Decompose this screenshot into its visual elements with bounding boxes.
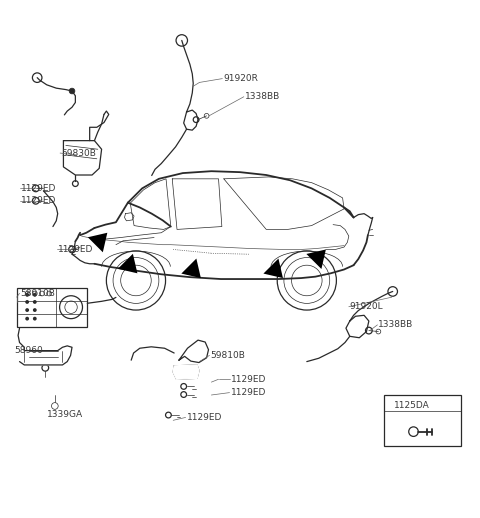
Polygon shape: [181, 258, 201, 278]
Text: 91920L: 91920L: [350, 302, 384, 311]
Text: 59830B: 59830B: [61, 149, 96, 157]
Text: 1338BB: 1338BB: [378, 320, 414, 329]
Text: 1129ED: 1129ED: [230, 388, 266, 397]
Text: 1129ED: 1129ED: [21, 184, 56, 193]
Text: 1129ED: 1129ED: [187, 413, 222, 422]
Circle shape: [25, 293, 29, 297]
Circle shape: [25, 300, 29, 304]
Polygon shape: [173, 365, 199, 379]
Polygon shape: [88, 233, 108, 252]
Text: 1338BB: 1338BB: [245, 92, 280, 101]
Circle shape: [33, 293, 36, 297]
Circle shape: [33, 300, 36, 304]
Circle shape: [69, 88, 75, 94]
Circle shape: [25, 316, 29, 321]
Polygon shape: [18, 328, 72, 365]
FancyBboxPatch shape: [384, 395, 461, 446]
Text: 58910B: 58910B: [21, 289, 55, 298]
Text: 1339GA: 1339GA: [47, 410, 83, 419]
Polygon shape: [306, 250, 326, 269]
Text: 58960: 58960: [15, 346, 44, 355]
Text: 91920R: 91920R: [223, 74, 258, 83]
Text: 59810B: 59810B: [210, 351, 245, 360]
Circle shape: [33, 316, 36, 321]
Text: 1129ED: 1129ED: [58, 245, 93, 254]
Polygon shape: [264, 258, 283, 278]
FancyBboxPatch shape: [17, 287, 87, 327]
Text: 1129ED: 1129ED: [21, 196, 56, 205]
Circle shape: [25, 308, 29, 312]
Circle shape: [33, 308, 36, 312]
Text: 1129ED: 1129ED: [230, 375, 266, 384]
Polygon shape: [118, 254, 137, 274]
Text: 1125DA: 1125DA: [394, 401, 430, 410]
